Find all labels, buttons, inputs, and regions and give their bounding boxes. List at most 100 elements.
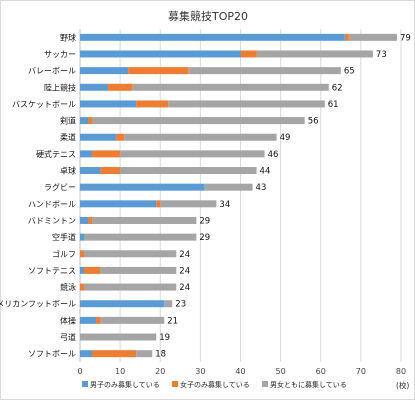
legend-swatch: [262, 381, 268, 387]
category-label: 卓球: [60, 166, 76, 176]
bar-segment: [156, 200, 161, 208]
legend: 男子のみ募集している 女子のみ募集している 男女ともに募集している: [82, 380, 347, 389]
bar-segment: [120, 150, 265, 158]
bar-segment: [80, 117, 89, 125]
legend-swatch: [172, 381, 178, 387]
value-label: 62: [332, 83, 343, 93]
category-label: ソフトボール: [28, 350, 76, 359]
bar-segment: [80, 183, 205, 191]
category-label: ソフトテニス: [28, 266, 76, 275]
bar-segment: [100, 266, 177, 274]
x-tick-label: 60: [316, 367, 326, 376]
bar-segment: [92, 350, 137, 358]
category-label: ラグビー: [44, 182, 76, 192]
category-label: ゴルフ: [52, 249, 76, 259]
category-label: 野球: [60, 32, 76, 42]
value-label: 65: [344, 67, 355, 77]
bar-segment: [92, 216, 197, 224]
labels: 0 10 20 30 40 50 60 70 80 野球 79 サッカー 73 バレーボール 65 陸上競技 6…: [0, 32, 411, 376]
bar-segment: [92, 117, 305, 125]
x-tick-label: 40: [235, 367, 245, 376]
value-label: 24: [179, 283, 190, 293]
value-label: 43: [256, 183, 267, 193]
bar-segment: [80, 216, 89, 224]
legend-label: 男子のみ募集している: [90, 380, 160, 389]
bar-segment: [88, 216, 93, 224]
value-label: 56: [308, 117, 319, 127]
bar-segment: [128, 67, 189, 75]
bar-segment: [168, 100, 325, 108]
category-label: 陸上競技: [44, 82, 76, 92]
value-label: 24: [179, 250, 190, 260]
x-tick-label: 50: [276, 367, 286, 376]
bar-segment: [84, 283, 177, 291]
value-label: 73: [376, 50, 387, 60]
bar-segment: [120, 167, 257, 175]
bar-segment: [80, 250, 85, 258]
bar-segment: [108, 83, 133, 91]
x-tick-label: 10: [115, 367, 125, 376]
bar-segment: [80, 100, 137, 108]
value-label: 24: [179, 266, 190, 276]
bar-segment: [80, 33, 345, 41]
x-axis-unit-label: (校): [396, 380, 409, 390]
value-label: 49: [280, 133, 291, 143]
value-label: 18: [155, 350, 166, 360]
bar-segment: [100, 167, 121, 175]
bar-segment: [80, 133, 117, 141]
bar-segment: [80, 316, 97, 324]
bar-segment: [80, 67, 129, 75]
bar-segment: [80, 50, 241, 58]
bar-segment: [100, 316, 165, 324]
legend-label: 女子のみ募集している: [180, 380, 250, 389]
category-label: サッカー: [44, 50, 76, 59]
bar-segment: [116, 133, 125, 141]
category-label: 空手道: [52, 232, 76, 242]
value-label: 19: [159, 333, 170, 343]
value-label: 79: [400, 33, 411, 43]
bar-segment: [88, 117, 93, 125]
legend-label: 男女ともに募集している: [270, 380, 347, 389]
value-label: 21: [167, 316, 178, 326]
bar-segment: [164, 300, 173, 308]
bar-segment: [204, 183, 253, 191]
category-label: 柔道: [60, 132, 76, 142]
bar-segment: [240, 50, 257, 58]
category-label: 硬式テニス: [36, 149, 76, 159]
bar-segment: [80, 167, 101, 175]
bar-segment: [80, 200, 157, 208]
bar-segment: [84, 250, 177, 258]
value-label: 61: [328, 100, 339, 110]
category-label: 剣道: [60, 116, 76, 126]
bar-segment: [160, 200, 217, 208]
category-label: バレーボール: [28, 67, 76, 76]
bar-segment: [256, 50, 373, 58]
bar-segment: [80, 300, 165, 308]
bar-segment: [80, 333, 157, 341]
category-label: アメリカンフットボール: [0, 300, 76, 309]
category-label: 体操: [60, 315, 76, 325]
bar-segment: [348, 33, 397, 41]
bar-segment: [80, 233, 85, 241]
bar-segment: [84, 233, 197, 241]
legend-swatch: [82, 381, 88, 387]
bar-segment: [80, 266, 85, 274]
category-label: 競泳: [60, 282, 76, 292]
value-label: 44: [260, 167, 271, 177]
category-label: バドミントン: [28, 216, 76, 225]
bar-segment: [80, 150, 93, 158]
bar-segment: [188, 67, 341, 75]
bar-segment: [80, 350, 93, 358]
x-tick-label: 70: [356, 367, 366, 376]
bar-segment: [96, 316, 101, 324]
bar-segment: [136, 350, 153, 358]
x-tick-label: 30: [195, 367, 205, 376]
value-label: 29: [199, 233, 210, 243]
value-label: 23: [175, 300, 186, 310]
bars: [80, 33, 397, 358]
x-tick-label: 80: [396, 367, 406, 376]
bar-segment: [132, 83, 329, 91]
